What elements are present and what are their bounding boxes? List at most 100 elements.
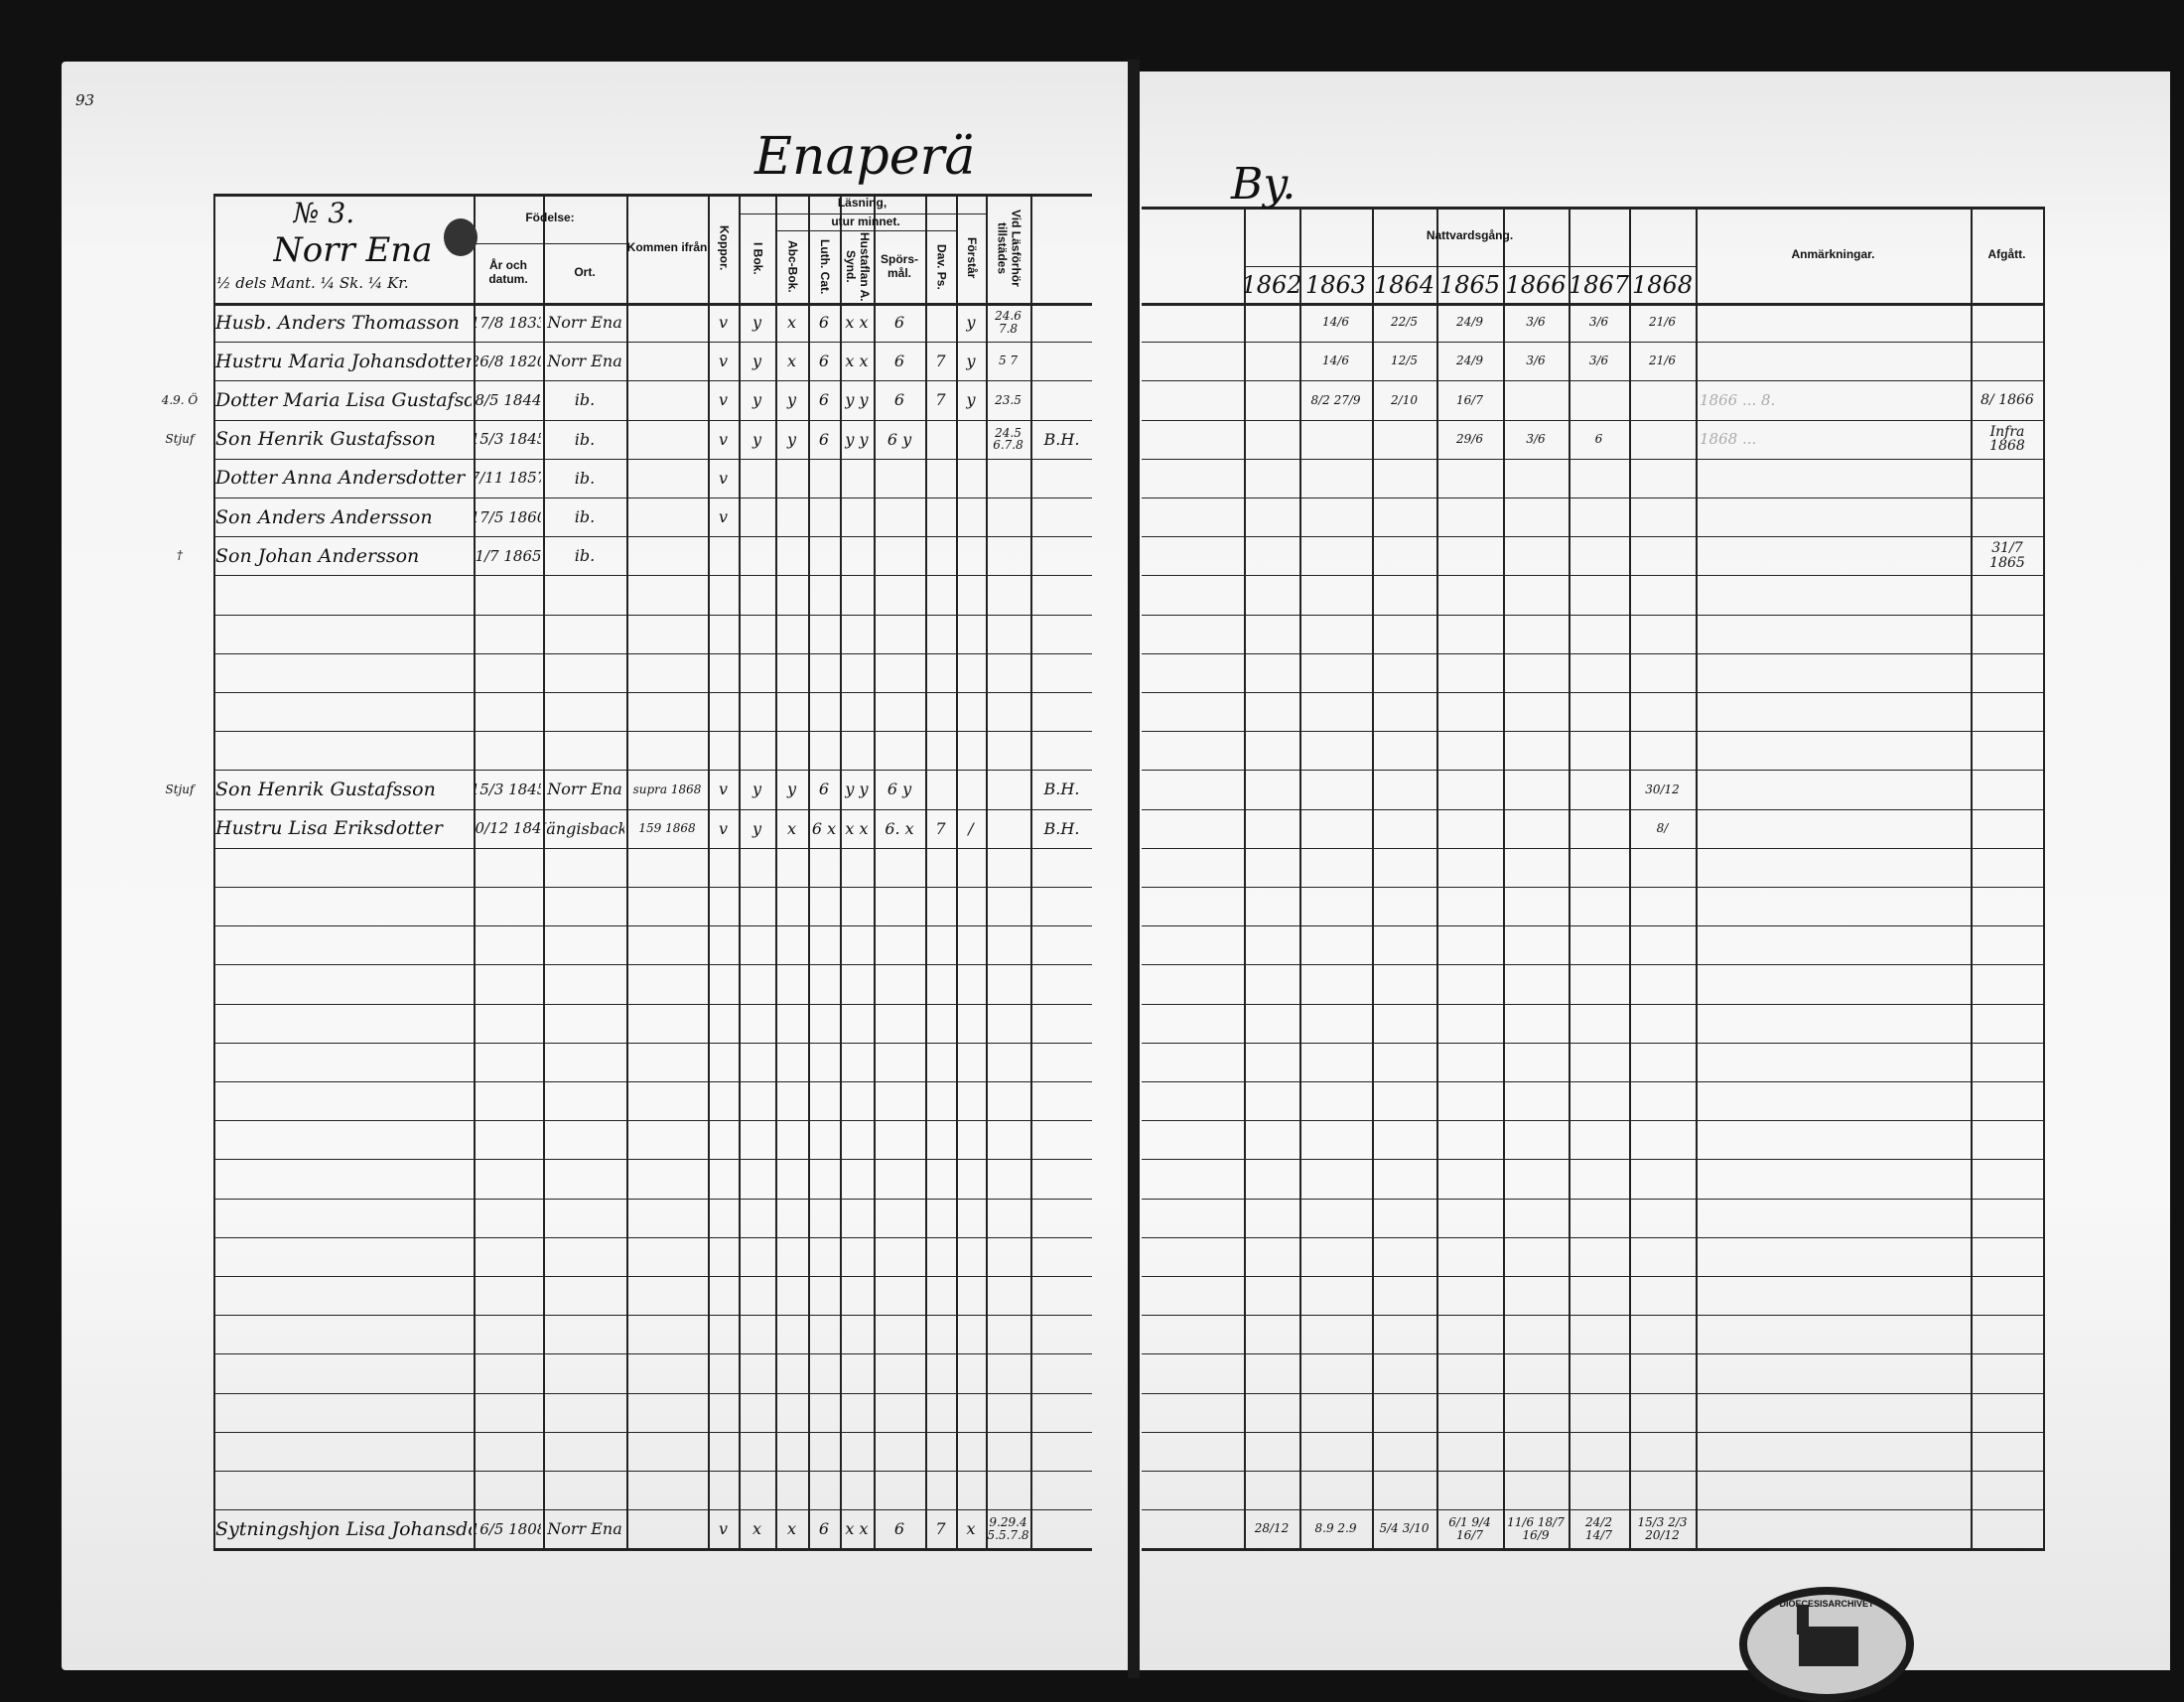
column-line [1030,194,1032,1549]
cell-forst: y [966,352,976,371]
rule-line [213,1548,1092,1552]
cell-nattvard-1864: 5/4 3/10 [1379,1521,1430,1536]
cell-forst [958,459,984,497]
cell-vid [988,459,1028,497]
cell-dav [927,497,954,536]
cell-from [628,536,706,575]
rule-line [1142,1353,2045,1355]
cell-nattvard-1866 [1505,770,1567,808]
rule-line [1142,1471,2045,1472]
cell-koppor: v [718,429,729,449]
cell-dav [927,303,954,342]
cell-name: Sytningshjon Lisa Johansdotter [215,1517,472,1540]
cell-nattvard-1866: 3/6 [1526,431,1546,446]
cell-nattvard-1862 [1246,459,1297,497]
cell-name: Husb. Anders Thomasson [215,311,460,334]
cell-nattvard-1868 [1631,497,1694,536]
rule-line [1142,1081,2045,1082]
row-margin-note [149,1509,210,1548]
cell-nattvard-1865: 24/9 [1456,354,1483,368]
cell-abc [777,459,806,497]
cell-i-bok [741,497,773,536]
left-page [62,62,1130,1670]
cell-nattvard-1862 [1246,303,1297,342]
cell-from [628,497,706,536]
cell-nattvard-1863 [1301,420,1370,459]
row-margin-note: Stjuf [165,431,195,446]
cell-nattvard-1866 [1505,380,1567,419]
rule-line [1142,380,2045,382]
header-anmarkningar: Anmärkningar. [1791,246,1875,261]
cell-afgatt [1973,770,2042,808]
cell-i-bok [741,536,773,575]
cell-extra [1032,536,1091,575]
cell-place: ib. [574,429,596,449]
column-line [213,194,215,1549]
cell-from [628,380,706,419]
cell-nattvard-1865 [1438,809,1501,848]
cell-nattvard-1863: 14/6 [1322,315,1349,330]
cell-from: 159 1868 [638,820,696,835]
rule-line [1142,692,2045,693]
cell-nattvard-1868 [1631,380,1694,419]
cell-spors [876,459,923,497]
rule-line [213,1081,1092,1082]
cell-nattvard-1866: 3/6 [1526,354,1546,368]
cell-dav [927,459,954,497]
cell-dav: 7 [935,1519,946,1539]
header-year-1865: 1865 [1438,270,1501,299]
cell-nattvard-1862 [1246,420,1297,459]
cell-anmarkningar: 1866 ... 8. [1700,390,1776,409]
cell-place: Hängisbacka [545,818,624,838]
rule-line [213,1509,1092,1511]
rule-line [1142,770,2045,772]
cell-nattvard-1864: 22/5 [1391,315,1418,330]
row-margin-note [149,303,210,342]
rule-line [213,1236,1092,1238]
header-ar-datum: År och datum. [488,258,528,286]
cell-anmarkningar [1700,1509,1968,1548]
cell-anmarkningar [1700,809,1968,848]
cell-luth: 6 [818,313,830,333]
rule-line [1142,342,2045,344]
rule-line [1142,652,2045,654]
header-forstar: Förstår [964,237,979,279]
cell-nattvard-1867 [1570,497,1627,536]
column-line [1372,207,1374,1549]
column-line [1436,207,1438,1549]
cell-koppor [710,536,737,575]
cell-i-bok: y [751,352,762,371]
rule-line [1142,207,2045,210]
cell-afgatt [1973,342,2042,380]
cell-spors: 6 [893,352,905,371]
column-line [1696,207,1698,1549]
cell-nattvard-1867: 24/2 14/7 [1585,1515,1612,1542]
cell-forst: y [966,313,976,333]
cell-koppor: v [718,1519,729,1539]
rule-line [1142,731,2045,733]
cell-luth [810,459,838,497]
column-line [925,194,927,1549]
cell-abc [777,536,806,575]
cell-luth: 6 [818,390,830,410]
row-margin-note [149,497,210,536]
cell-born: 15/3 1845 [476,430,541,449]
cell-born: 17/8 1833 [476,313,541,332]
cell-nattvard-1863: 8.9 2.9 [1314,1521,1357,1536]
title-right: By. [1231,159,1297,210]
cell-forst: y [966,390,976,410]
header-year-1864: 1864 [1373,270,1435,299]
header-ort: Ort. [574,265,596,280]
rule-line [1142,1392,2045,1394]
cell-abc [777,497,806,536]
cell-name: Hustru Maria Johansdotter [215,350,472,372]
cell-abc: x [786,1519,797,1539]
cell-nattvard-1864: 2/10 [1391,392,1418,407]
cell-anmarkningar [1700,459,1968,497]
cell-nattvard-1866 [1505,536,1567,575]
cell-spors [876,536,923,575]
archive-stamp: DIOECESISARCHIVET [1739,1587,1914,1702]
cell-extra [1032,459,1091,497]
rule-line [775,230,956,231]
cell-nattvard-1867 [1570,770,1627,808]
